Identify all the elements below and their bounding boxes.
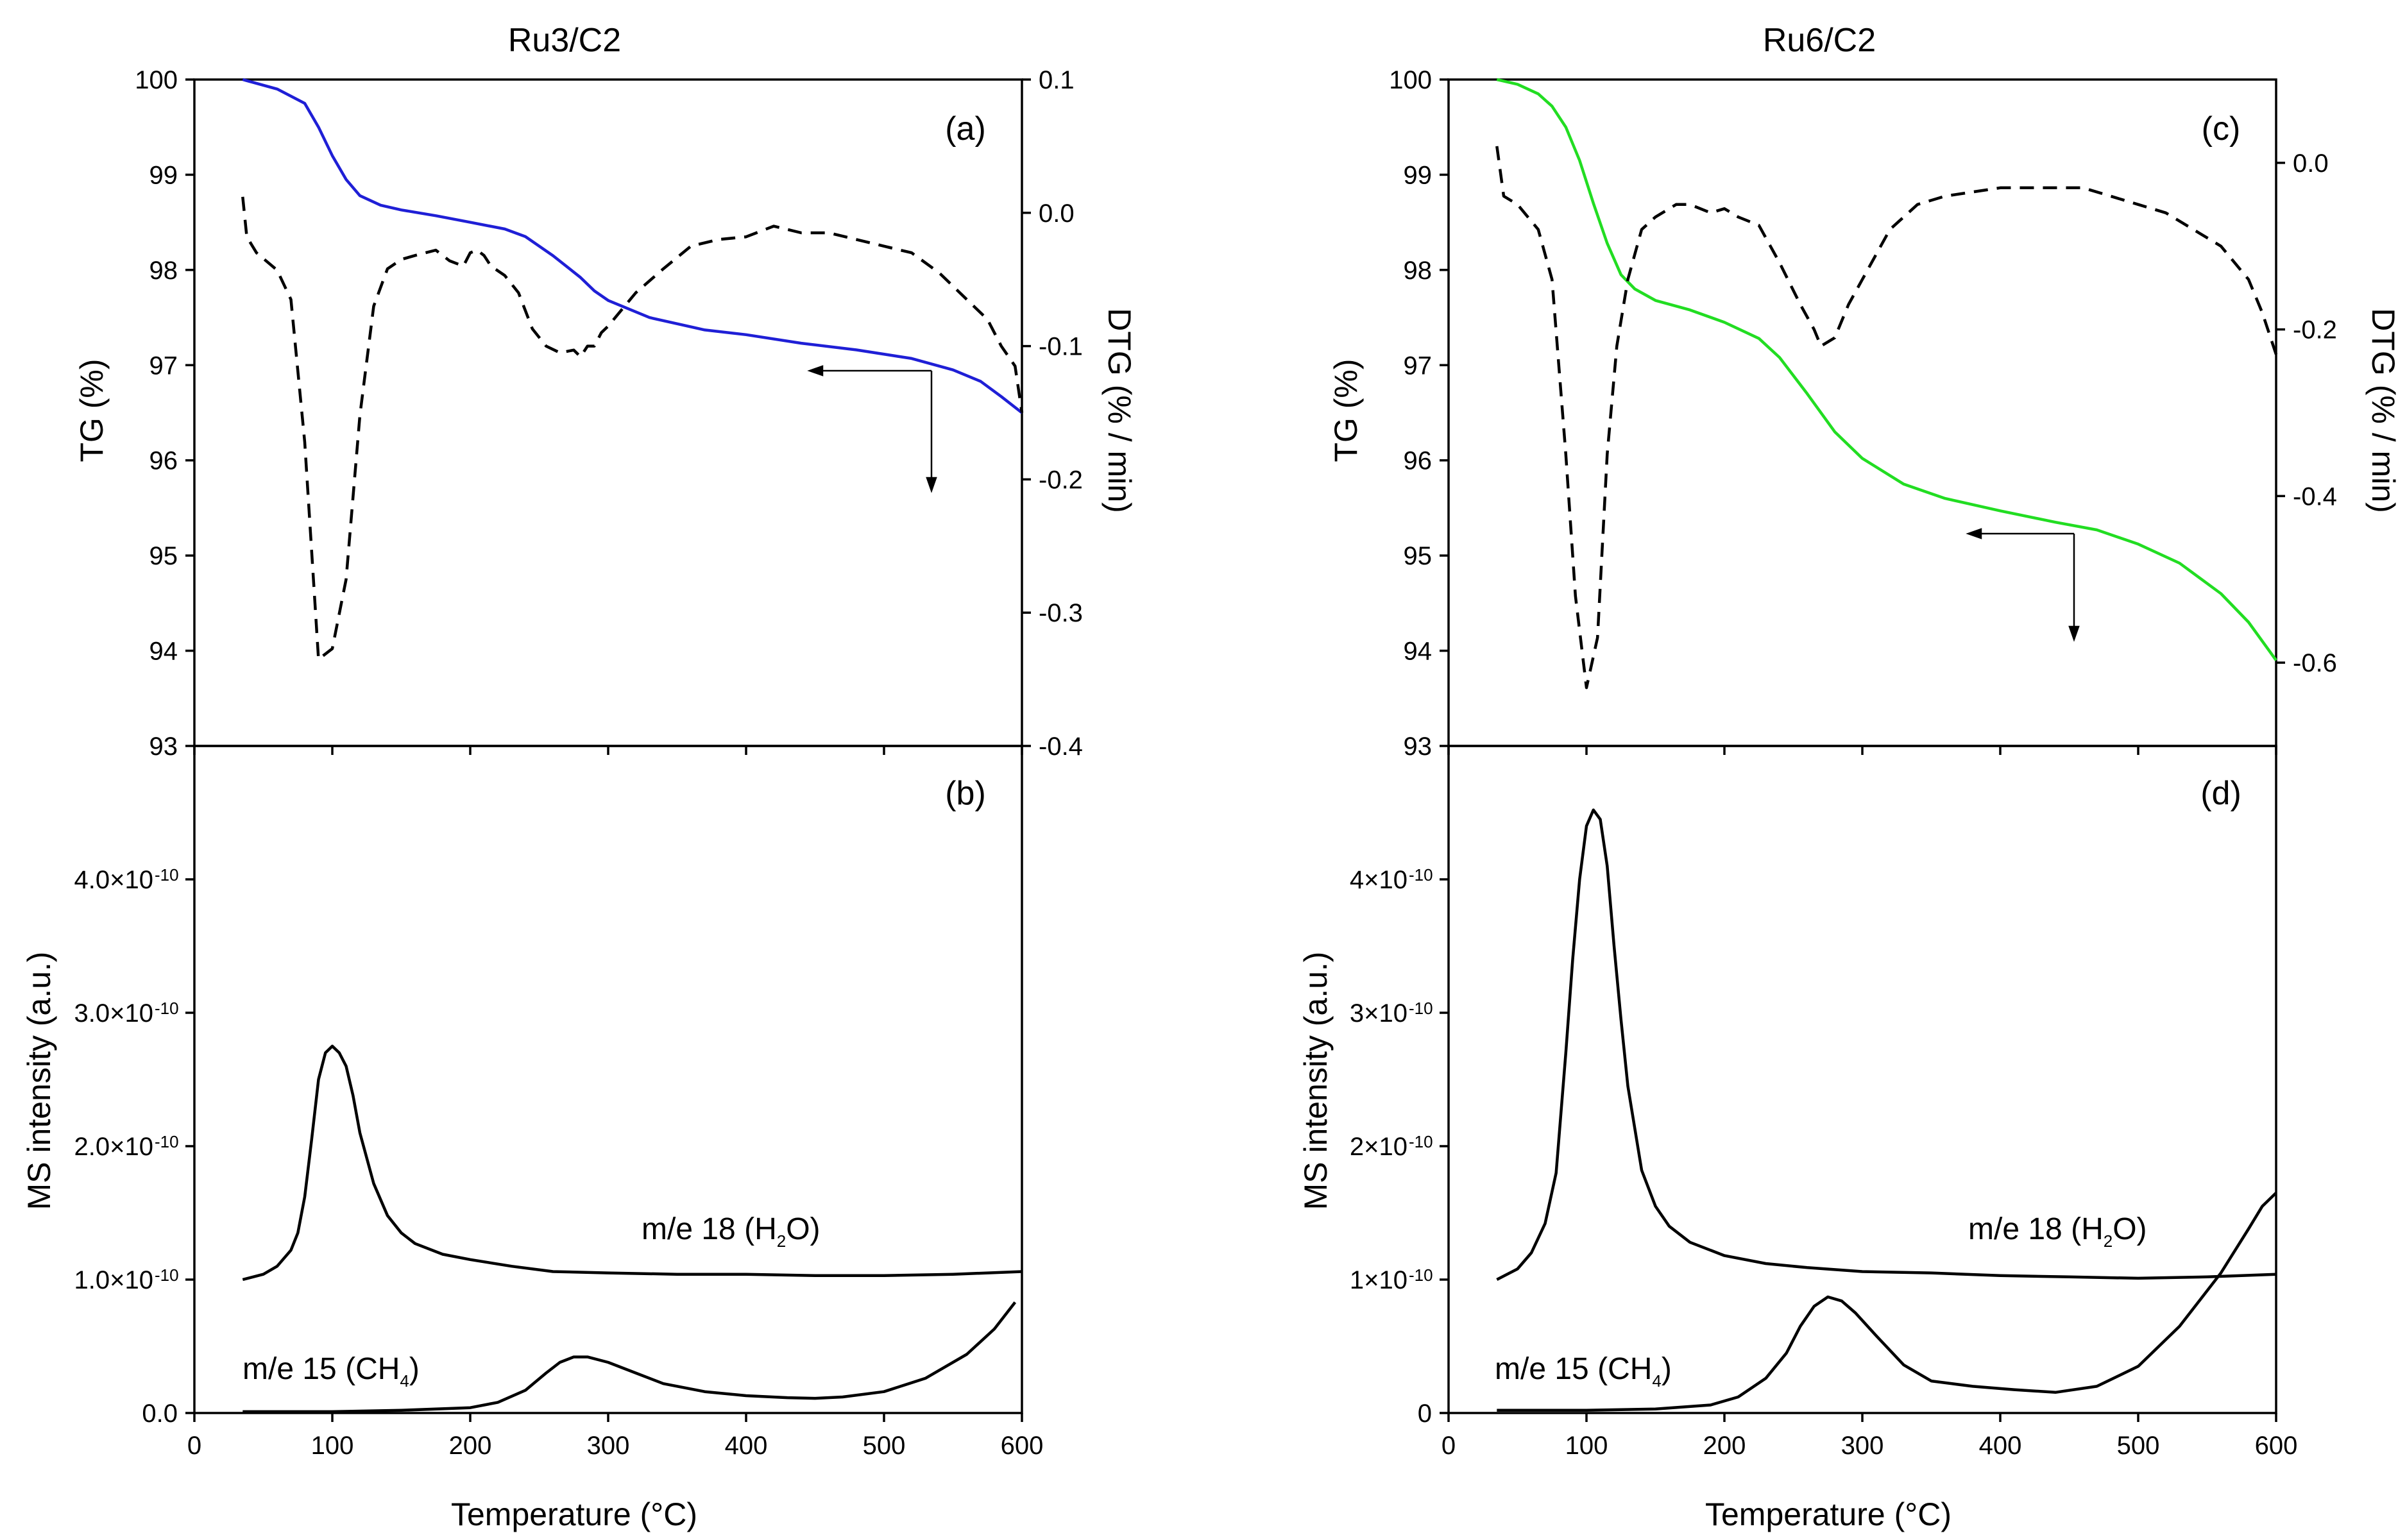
panel-c-dtg-curve bbox=[1495, 146, 2278, 690]
panel-d-y-tick-label-3: 3×10 bbox=[1350, 999, 1407, 1028]
panel-c-y2-tick-label-2: -0.2 bbox=[2293, 316, 2337, 344]
panel-a-y-tick-label-6: 99 bbox=[149, 161, 178, 189]
panel-b-x-tick-label-1: 100 bbox=[311, 1432, 354, 1460]
panel-d-y-tick-label-1: 1×10 bbox=[1350, 1266, 1407, 1294]
panel-label-b: (b) bbox=[945, 775, 986, 812]
panel-a-dtg-curve bbox=[241, 196, 1024, 661]
panel-d-y-axis-title: MS intensity (a.u.) bbox=[1298, 952, 1334, 1210]
panel-a-tg-dtg-plot: 93 94 95 96 97 98 99 100 -0.4 -0.3 -0.2 -0.1 0.0 0.1 bbox=[135, 66, 1083, 761]
panel-d-y-tick-label-2: 2×10 bbox=[1350, 1133, 1407, 1161]
panel-b-y-tick-label-3: 3.0×10 bbox=[74, 999, 153, 1028]
panel-d-x-tick-label-5: 500 bbox=[2117, 1432, 2160, 1460]
panel-c-y-tick-label-1: 94 bbox=[1404, 638, 1433, 666]
panel-a-y2-tick-label-4: 0.0 bbox=[1039, 199, 1075, 228]
panel-d-h2o-curve bbox=[1496, 808, 2277, 1281]
panel-d-y-tick-label-4: 4×10 bbox=[1350, 866, 1407, 894]
panel-b-y-tick-label-4: 4.0×10 bbox=[74, 866, 153, 894]
panel-b-h2o-curve bbox=[242, 1044, 1023, 1282]
title-ru6-c2: Ru6/C2 bbox=[1763, 22, 1876, 59]
panel-c-axis-arrows bbox=[1966, 528, 2080, 642]
panel-b-x-tick-label-4: 400 bbox=[725, 1432, 768, 1460]
panel-b-h2o-label: m/e 18 (H2O) bbox=[642, 1212, 821, 1251]
panel-b-y-tick-exp-3: -10 bbox=[155, 999, 179, 1018]
panel-d-ch4-curve bbox=[1497, 1192, 2277, 1412]
panel-b-y-tick-label-0: 0.0 bbox=[142, 1400, 178, 1428]
panel-a-y-tick-label-5: 98 bbox=[149, 257, 178, 285]
panel-c-left-arrowhead bbox=[1966, 528, 1982, 539]
panel-c-y2-tick-label-0: -0.6 bbox=[2293, 649, 2337, 677]
title-ru3-c2: Ru3/C2 bbox=[508, 22, 621, 59]
panel-a-y-tick-label-2: 95 bbox=[149, 542, 178, 570]
panel-b-ch4-curve bbox=[242, 1301, 1017, 1414]
panel-d-y-tick-exp-3: -10 bbox=[1409, 999, 1433, 1018]
panel-b-x-axis-title: Temperature (°C) bbox=[451, 1496, 697, 1532]
panel-d-y-tick-exp-2: -10 bbox=[1409, 1132, 1433, 1151]
panel-a-y-tick-label-0: 93 bbox=[149, 732, 178, 761]
panel-c-y2-tick-label-1: -0.4 bbox=[2293, 482, 2337, 511]
panel-b-y-tick-exp-1: -10 bbox=[155, 1265, 179, 1285]
panel-c-y-tick-label-0: 93 bbox=[1404, 732, 1433, 761]
panel-d-x-tick-label-4: 400 bbox=[1979, 1432, 2022, 1460]
panel-b-y-tick-label-2: 2.0×10 bbox=[74, 1133, 153, 1161]
panel-c-tg-dtg-plot: 93 94 95 96 97 98 99 100 -0.6 -0.4 -0.2 0.0 bbox=[1389, 66, 2337, 761]
panel-b-y-tick-exp-2: -10 bbox=[155, 1132, 179, 1151]
panel-a-y2-tick-label-3: -0.1 bbox=[1039, 333, 1083, 361]
panel-c-y-tick-label-7: 100 bbox=[1389, 66, 1432, 94]
panel-d-x-tick-label-0: 0 bbox=[1441, 1432, 1456, 1460]
panel-b-y-tick-label-1: 1.0×10 bbox=[74, 1266, 153, 1294]
panel-d-x-axis-title: Temperature (°C) bbox=[1705, 1496, 1952, 1532]
panel-a-tg-curve bbox=[242, 78, 1023, 414]
panel-d-x-tick-label-6: 600 bbox=[2255, 1432, 2298, 1460]
panel-a-left-axis-title: TG (%) bbox=[74, 359, 110, 462]
panel-a-axis-arrows bbox=[807, 365, 937, 493]
panel-label-c: (c) bbox=[2202, 110, 2241, 148]
panel-a-y2-tick-label-0: -0.4 bbox=[1039, 732, 1083, 761]
panel-c-right-axis-title: DTG (% / min) bbox=[2365, 308, 2398, 512]
panel-d-y-tick-label-0: 0 bbox=[1418, 1400, 1432, 1428]
panel-c-down-arrowhead bbox=[2068, 625, 2080, 642]
panel-c-tg-curve bbox=[1496, 78, 2277, 661]
panel-b-y-tick-exp-4: -10 bbox=[155, 865, 179, 884]
panel-label-d: (d) bbox=[2200, 775, 2241, 812]
panel-a-right-axis-title: DTG (% / min) bbox=[1101, 308, 1137, 512]
panel-label-a: (a) bbox=[945, 110, 986, 148]
panel-b-x-tick-label-5: 500 bbox=[863, 1432, 906, 1460]
panel-a-y-tick-label-7: 100 bbox=[135, 66, 178, 94]
panel-b-ch4-label: m/e 15 (CH4) bbox=[242, 1352, 420, 1391]
panel-b-x-tick-label-6: 600 bbox=[1001, 1432, 1044, 1460]
panel-c-y-tick-label-4: 97 bbox=[1404, 351, 1433, 380]
panel-c-y-tick-label-2: 95 bbox=[1404, 542, 1433, 570]
panel-d-h2o-label: m/e 18 (H2O) bbox=[1968, 1212, 2147, 1251]
panel-b-x-tick-label-0: 0 bbox=[187, 1432, 201, 1460]
panel-c-y-tick-label-3: 96 bbox=[1404, 447, 1433, 475]
panel-a-y-tick-label-4: 97 bbox=[149, 351, 178, 380]
panel-c-left-axis-title: TG (%) bbox=[1328, 359, 1364, 462]
panel-c-y2-tick-label-3: 0.0 bbox=[2293, 149, 2329, 178]
panel-d-x-tick-label-1: 100 bbox=[1565, 1432, 1608, 1460]
panel-d-x-tick-label-3: 300 bbox=[1841, 1432, 1884, 1460]
panel-a-y-tick-label-3: 96 bbox=[149, 447, 178, 475]
panel-b-y-axis-title: MS intensity (a.u.) bbox=[21, 952, 57, 1210]
panel-c-y-tick-label-6: 99 bbox=[1404, 161, 1433, 189]
panel-d-x-tick-label-2: 200 bbox=[1703, 1432, 1746, 1460]
panel-d-y-tick-exp-1: -10 bbox=[1409, 1265, 1433, 1285]
panel-a-y2-tick-label-2: -0.2 bbox=[1039, 466, 1083, 494]
panel-a-y2-tick-label-1: -0.3 bbox=[1039, 599, 1083, 627]
panel-a-down-arrowhead bbox=[926, 477, 937, 493]
panel-d-ch4-label: m/e 15 (CH4) bbox=[1495, 1352, 1672, 1391]
panel-b-x-tick-label-2: 200 bbox=[449, 1432, 492, 1460]
panel-a-left-arrowhead bbox=[807, 365, 824, 377]
panel-b-x-tick-label-3: 300 bbox=[587, 1432, 630, 1460]
panel-d-y-tick-exp-4: -10 bbox=[1409, 865, 1433, 884]
panel-a-y2-tick-label-5: 0.1 bbox=[1039, 66, 1075, 94]
panel-c-y-tick-label-5: 98 bbox=[1404, 257, 1433, 285]
panel-a-y-tick-label-1: 94 bbox=[149, 638, 178, 666]
